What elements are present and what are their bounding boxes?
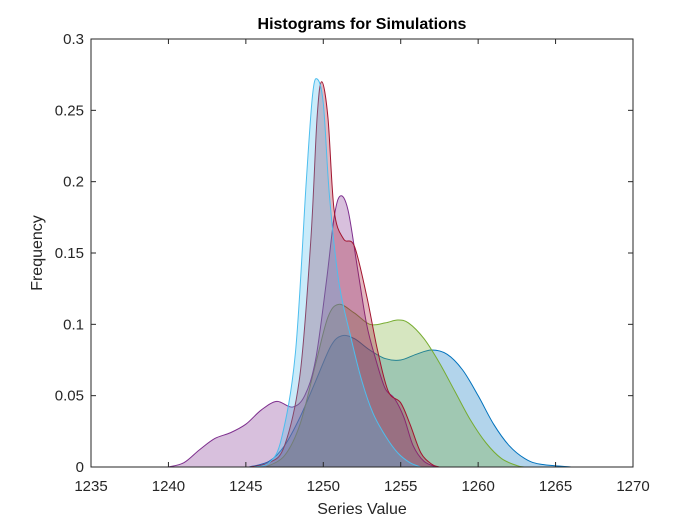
y-tick-label: 0.1 bbox=[63, 316, 84, 333]
x-tick-label: 1265 bbox=[539, 478, 572, 495]
x-tick-label: 1250 bbox=[307, 478, 340, 495]
y-tick-label: 0.15 bbox=[55, 245, 84, 262]
series-4-line bbox=[250, 81, 440, 468]
series-3-line bbox=[168, 195, 437, 468]
series-3-area bbox=[168, 195, 437, 467]
chart-title: Histograms for Simulations bbox=[258, 16, 467, 33]
y-tick-label: 0.25 bbox=[55, 102, 84, 119]
series-5-line bbox=[253, 78, 422, 468]
x-tick-label: 1270 bbox=[616, 478, 649, 495]
x-tick-label: 1255 bbox=[384, 478, 417, 495]
x-tick-label: 1245 bbox=[229, 478, 262, 495]
series-1-area bbox=[248, 335, 572, 467]
series-2-line bbox=[265, 303, 525, 468]
x-axis-label: Series Value bbox=[317, 501, 407, 518]
x-tick-label: 1235 bbox=[74, 478, 107, 495]
y-axis-label: Frequency bbox=[29, 215, 46, 291]
tick-layer: 1235 1240 1245 1250 1255 1260 1265 1270 0 0.05 0.1… bbox=[55, 31, 650, 495]
series-2-area bbox=[265, 304, 525, 467]
y-tick-label: 0 bbox=[76, 459, 84, 476]
x-tick-label: 1240 bbox=[152, 478, 185, 495]
x-tick-label: 1260 bbox=[461, 478, 494, 495]
y-tick-label: 0.3 bbox=[63, 31, 84, 48]
series-4-area bbox=[250, 81, 440, 468]
y-tick-label: 0.2 bbox=[63, 174, 84, 191]
y-tick-label: 0.05 bbox=[55, 388, 84, 405]
series-layer bbox=[168, 78, 572, 468]
